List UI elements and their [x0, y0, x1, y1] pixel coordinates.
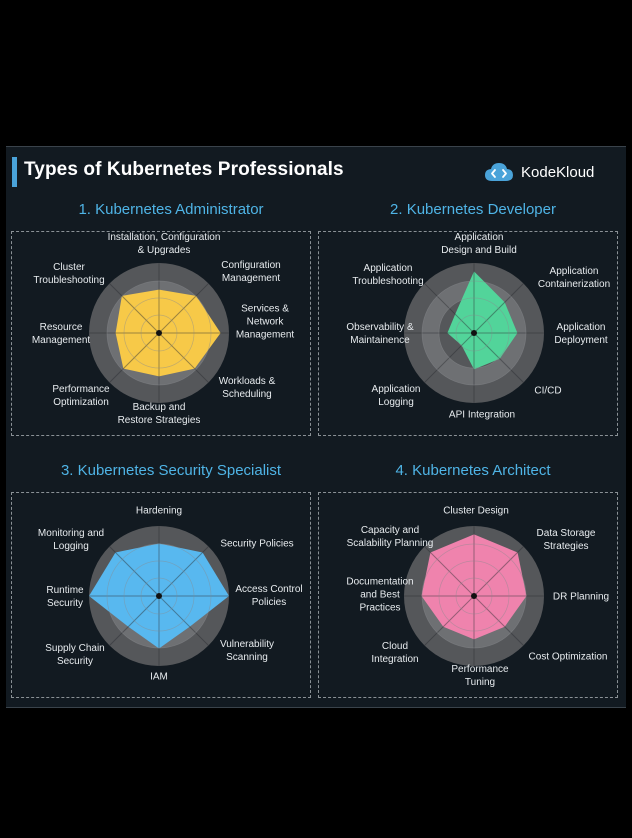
radar-security: Hardening Security Policies Access Control… [38, 506, 303, 683]
axis-label: Cluster Design [443, 506, 509, 517]
infographic-card: Types of Kubernetes Professionals KodeKl… [6, 146, 626, 708]
radar-developer: Application Design and Build Application Co… [346, 232, 610, 421]
grid-ring-line [123, 297, 195, 369]
chart-title-architect: 4. Kubernetes Architect [395, 462, 551, 479]
data-area-developer [447, 271, 518, 370]
axis-label: Cluster Troubleshooting [33, 262, 104, 286]
grid-ring-line [455, 314, 493, 352]
axis-label: Access Control Policies [235, 584, 302, 608]
axis-label: CI/CD [534, 386, 561, 397]
axis-label: Documentation and Best Practices [346, 577, 413, 614]
axis-label: Application Design and Build [441, 232, 517, 256]
axis-label: Installation, Configuration & Upgrades [108, 232, 221, 256]
chart-title-security: 3. Kubernetes Security Specialist [60, 462, 282, 479]
grid-ring-line [123, 560, 195, 632]
chart-title-developer: 2. Kubernetes Developer [390, 201, 556, 218]
grid-ring-line [421, 543, 527, 649]
data-area-architect [421, 534, 527, 640]
axis-label: Workloads & Scheduling [219, 376, 276, 400]
chart-panel-security [11, 492, 311, 698]
grid-ring-line [421, 280, 527, 386]
axis-label: Supply Chain Security [45, 643, 104, 667]
radar-chart-administrator: Installation, Configuration & UpgradesCon… [32, 232, 610, 689]
axis-label: Runtime Security [46, 585, 84, 609]
axis-label: Application Containerization [538, 266, 610, 290]
axis-label: Hardening [136, 506, 182, 517]
chart-panel-administrator [11, 231, 311, 436]
axis-label: Application Troubleshooting [352, 263, 423, 287]
center-dot [156, 593, 162, 599]
data-area-administrator [115, 289, 221, 377]
axis-label: Observability & Maintainence [346, 322, 414, 346]
axis-label: Performance Tuning [451, 664, 509, 688]
radar-architect: Cluster Design Data Storage Strategies DR P… [346, 506, 609, 689]
grid-ring-line [438, 297, 510, 369]
grid-ring-line [140, 314, 178, 352]
brand-logo: KodeKloud [484, 159, 594, 185]
title-accent-bar [12, 157, 17, 187]
center-dot [156, 330, 162, 336]
axis-label: DR Planning [553, 592, 609, 603]
axis-label: Cost Optimization [529, 652, 608, 663]
axis-label: Cloud Integration [371, 641, 418, 665]
axis-label: Configuration Management [221, 260, 280, 284]
axis-label: Monitoring and Logging [38, 528, 104, 552]
axis-label: Application Deployment [554, 322, 608, 346]
kodekloud-cloud-icon [485, 163, 513, 181]
grid-ring-line [455, 577, 493, 615]
axis-label: IAM [150, 672, 168, 683]
axis-label: Security Policies [220, 539, 293, 550]
page-title: Types of Kubernetes Professionals [24, 159, 344, 180]
axis-label: Data Storage Strategies [537, 528, 596, 552]
grid-ring-line [106, 543, 212, 649]
brand-name: KodeKloud [521, 163, 595, 181]
axis-label: API Integration [449, 410, 515, 421]
grid-ring-line [438, 560, 510, 632]
radar-administrator: Installation, Configuration & UpgradesCon… [32, 232, 295, 426]
axis-label: Resource Management [32, 322, 91, 346]
grid-ring-line [140, 577, 178, 615]
axis-label: Services & Network Management [236, 304, 295, 341]
chart-panel-architect [318, 492, 618, 698]
axis-label: Backup and Restore Strategies [118, 402, 201, 426]
axis-label: Performance Optimization [52, 384, 110, 408]
chart-title-administrator: 1. Kubernetes Administrator [78, 201, 264, 218]
axis-label: Application Logging [372, 384, 421, 408]
center-dot [471, 593, 477, 599]
grid-ring-line [106, 280, 212, 386]
axis-label: Vulnerability Scanning [220, 639, 274, 663]
chart-panel-developer [318, 231, 618, 436]
center-dot [471, 330, 477, 336]
axis-label: Capacity and Scalability Planning [347, 525, 434, 549]
